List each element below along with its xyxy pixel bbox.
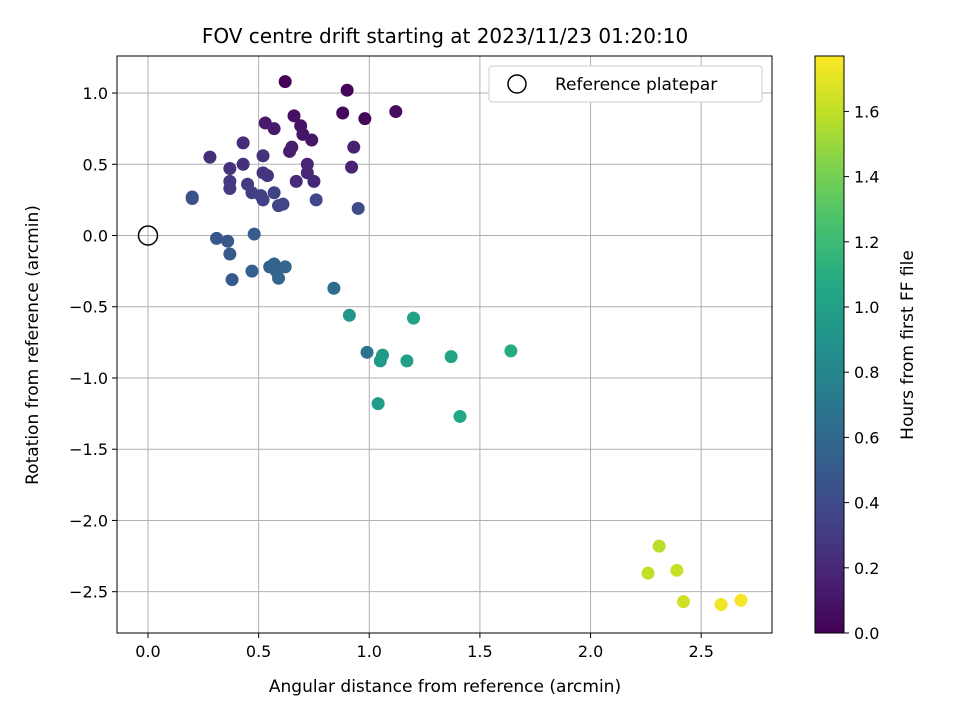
- colorbar-tick-label: 0.6: [854, 428, 879, 447]
- y-tick-label: −1.5: [69, 440, 108, 459]
- colorbar-tick-label: 0.8: [854, 363, 879, 382]
- data-point: [236, 157, 250, 171]
- colorbar: 0.0 0.2 0.4 0.6 0.8 1.0 1.2 1.4 1.6: [814, 55, 879, 643]
- y-tick-label: 1.0: [83, 84, 108, 103]
- y-axis-ticks: 1.0 0.5 0.0 −0.5 −1.0 −1.5 −2.0 −2.5: [69, 84, 117, 602]
- data-point: [714, 598, 728, 612]
- data-point: [504, 344, 518, 358]
- data-point: [276, 197, 290, 211]
- data-point: [225, 273, 239, 287]
- data-point: [327, 281, 341, 295]
- y-tick-label: 0.5: [83, 155, 108, 174]
- data-point: [210, 231, 224, 245]
- data-point: [278, 260, 292, 274]
- data-point: [309, 193, 323, 207]
- data-point: [256, 193, 270, 207]
- reference-marker-layer: [137, 225, 159, 246]
- data-point: [260, 169, 274, 183]
- data-point: [670, 563, 684, 577]
- data-point: [221, 234, 235, 248]
- data-point: [203, 150, 217, 164]
- data-point: [223, 181, 237, 195]
- data-point: [287, 109, 301, 123]
- y-tick-label: −2.5: [69, 583, 108, 602]
- data-point: [373, 354, 387, 368]
- data-point: [278, 75, 292, 89]
- x-axis-ticks: 0.0 0.5 1.0 1.5 2.0 2.5: [135, 633, 714, 661]
- data-point: [347, 140, 361, 154]
- legend-entry-reference-platepar: Reference platepar: [555, 75, 717, 95]
- data-point: [247, 227, 261, 241]
- data-point: [342, 308, 356, 322]
- colorbar-gradient: [815, 56, 844, 633]
- colorbar-tick-label: 1.4: [854, 168, 879, 187]
- colorbar-ticks: 0.0 0.2 0.4 0.6 0.8 1.0 1.2 1.4 1.6: [844, 102, 879, 643]
- colorbar-tick-label: 0.2: [854, 559, 879, 578]
- data-point: [245, 264, 259, 278]
- data-points: [185, 75, 748, 612]
- data-point: [267, 122, 281, 136]
- data-point: [223, 247, 237, 261]
- x-tick-label: 0.5: [246, 642, 271, 661]
- data-point: [358, 112, 372, 126]
- data-point: [371, 397, 385, 411]
- data-point: [289, 174, 303, 188]
- x-tick-label: 0.0: [135, 642, 160, 661]
- data-point: [676, 595, 690, 609]
- chart-title: FOV centre drift starting at 2023/11/23 …: [202, 24, 688, 48]
- data-point: [340, 83, 354, 97]
- x-tick-label: 2.5: [688, 642, 713, 661]
- data-point: [272, 271, 286, 285]
- data-point: [453, 409, 467, 423]
- data-point: [307, 174, 321, 188]
- colorbar-tick-label: 0.0: [854, 624, 879, 643]
- legend-box: [488, 65, 763, 103]
- data-point: [444, 350, 458, 364]
- data-point: [305, 133, 319, 147]
- data-point: [236, 136, 250, 150]
- legend-reference-marker: [507, 74, 527, 94]
- y-tick-label: −2.0: [69, 511, 108, 530]
- colorbar-frame: [814, 55, 845, 634]
- x-axis-label: Angular distance from reference (arcmin): [269, 677, 621, 697]
- data-point: [400, 354, 414, 368]
- data-point: [734, 593, 748, 607]
- x-tick-label: 1.5: [467, 642, 492, 661]
- data-point: [267, 186, 281, 200]
- colorbar-tick-label: 1.0: [854, 298, 879, 317]
- data-point: [283, 144, 297, 158]
- y-tick-label: 0.0: [83, 227, 108, 246]
- data-point: [652, 539, 666, 553]
- y-axis-label: Rotation from reference (arcmin): [23, 205, 43, 485]
- data-point: [641, 566, 655, 580]
- legend: Reference platepar: [488, 65, 763, 103]
- data-point: [345, 160, 359, 174]
- colorbar-tick-label: 1.2: [854, 233, 879, 252]
- data-point: [407, 311, 421, 325]
- x-tick-label: 1.0: [357, 642, 382, 661]
- data-point: [360, 345, 374, 359]
- data-point: [389, 105, 403, 119]
- data-point: [336, 106, 350, 120]
- y-tick-label: −1.0: [69, 369, 108, 388]
- data-point: [351, 201, 365, 215]
- colorbar-tick-label: 1.6: [854, 102, 879, 121]
- axes-frame: [116, 55, 773, 634]
- data-point: [256, 149, 270, 163]
- data-point: [185, 191, 199, 205]
- y-tick-label: −0.5: [69, 298, 108, 317]
- colorbar-tick-label: 0.4: [854, 494, 879, 513]
- x-tick-label: 2.0: [578, 642, 603, 661]
- reference-platepar-marker: [137, 225, 159, 246]
- data-point: [223, 162, 237, 176]
- colorbar-label: Hours from first FF file: [898, 250, 918, 440]
